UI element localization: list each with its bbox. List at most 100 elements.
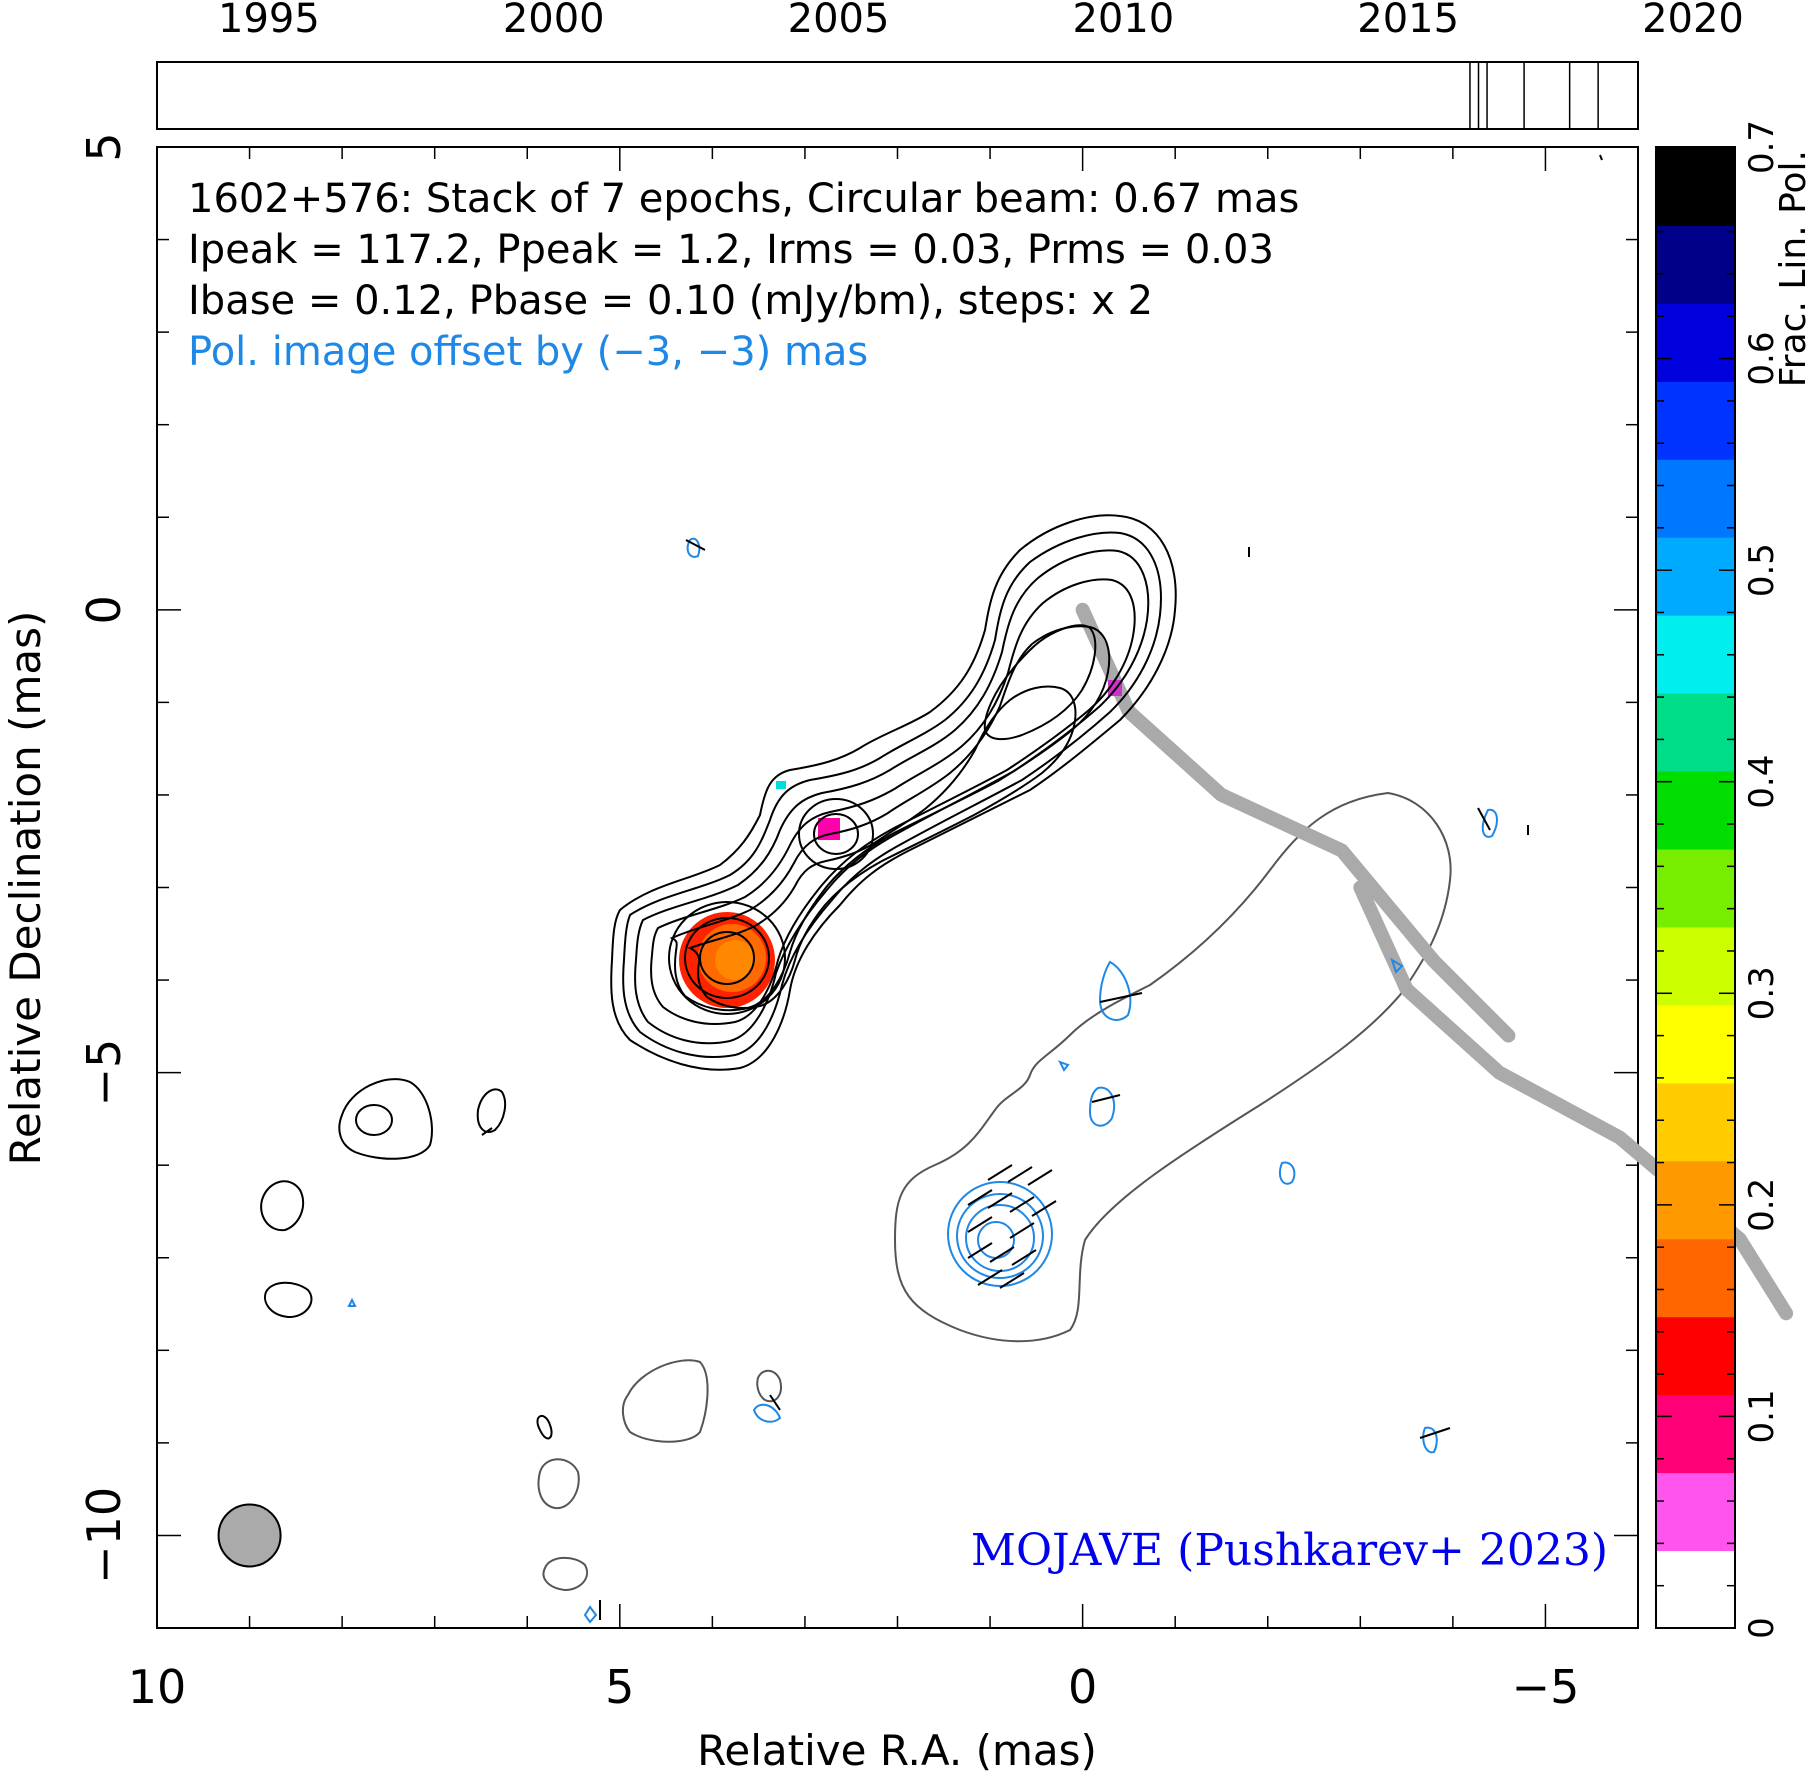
evpa-9 — [1009, 1222, 1035, 1239]
plot-content — [217, 154, 1794, 1624]
credit-label: MOJAVE (Pushkarev+ 2023) — [971, 1525, 1608, 1576]
colorbar-segment — [1656, 1160, 1735, 1240]
evpa-18 — [1419, 1427, 1451, 1439]
evpa-13 — [977, 1269, 1003, 1286]
i-contour-knot-2 — [813, 813, 859, 855]
colorbar-segment — [1656, 536, 1735, 616]
colorbar-segment — [1656, 458, 1735, 538]
evpa-4 — [967, 1189, 993, 1206]
evpa-2 — [1007, 1166, 1033, 1183]
colorbar-frame — [1655, 146, 1736, 1629]
fracpol-cyan — [776, 781, 786, 789]
evpa-1 — [987, 1164, 1013, 1181]
colorbar: 0 0.1 0.2 0.3 0.4 0.5 0.6 0.7 Frac. Lin. Pol. — [1655, 120, 1814, 1639]
p-contour-1 — [947, 1181, 1053, 1287]
p-island-1 — [622, 1359, 709, 1443]
i-contour-core-3 — [699, 931, 755, 985]
i-contour-island-3 — [260, 1180, 305, 1232]
colorbar-segment — [1656, 770, 1735, 850]
p-island-3 — [537, 1458, 580, 1510]
ridge-line-pol — [1353, 880, 1794, 1321]
timeline-tick-label: 2010 — [1072, 0, 1174, 42]
colorbar-segment — [1656, 692, 1735, 772]
colorbar-tick-label: 0 — [1742, 1617, 1782, 1639]
evpa-3 — [1027, 1169, 1053, 1186]
p-contour-6 — [1088, 1086, 1116, 1127]
colorbar-segment — [1656, 1316, 1735, 1396]
y-tick-label: 5 — [77, 132, 131, 161]
i-contour-island-1b — [355, 1104, 393, 1136]
colorbar-segment — [1656, 224, 1735, 304]
p-contour-13 — [752, 1403, 782, 1423]
timeline-tick-label: 1995 — [218, 0, 320, 42]
evpa-6 — [1009, 1196, 1035, 1213]
i-contour-knot-1 — [798, 798, 874, 870]
annotation-line-1: 1602+576: Stack of 7 epochs, Circular be… — [188, 176, 1299, 222]
p-contour-11 — [1422, 1426, 1438, 1454]
colorbar-tick-label: 0.4 — [1742, 755, 1782, 809]
x-axis-label: Relative R.A. (mas) — [697, 1726, 1097, 1775]
timeline-tick-label: 2000 — [503, 0, 605, 42]
evpa-14 — [999, 1272, 1025, 1289]
colorbar-segment — [1656, 1238, 1735, 1318]
evpa-19 — [685, 539, 706, 551]
colorbar-segment — [1656, 1394, 1735, 1474]
y-tick-label: −10 — [77, 1487, 131, 1584]
ridge-line-total — [1075, 602, 1516, 1043]
x-tick-label: −5 — [1512, 1660, 1580, 1714]
beam-ellipse — [217, 1503, 282, 1568]
evpa-5 — [987, 1192, 1013, 1209]
p-island-4 — [542, 1556, 588, 1592]
evpa-10 — [967, 1242, 993, 1259]
i-contour-7 — [983, 624, 1097, 741]
i-contour-5 — [669, 625, 1111, 1012]
i-contour-6 — [687, 685, 1077, 1009]
colorbar-tick-label: 0.7 — [1742, 120, 1782, 174]
fracpol-core-center — [715, 940, 755, 980]
colorbar-segment — [1656, 1082, 1735, 1162]
colorbar-tick-label: 0.5 — [1742, 543, 1782, 597]
fractional-pol-pixels — [679, 680, 1122, 1008]
p-contour-7 — [1057, 1060, 1070, 1072]
p-contour-8 — [1278, 1161, 1296, 1185]
x-tick-label: 10 — [128, 1660, 187, 1714]
colorbar-label: Frac. Lin. Pol. — [1773, 150, 1814, 387]
pol-offset-islands — [537, 1359, 782, 1592]
colorbar-segment — [1656, 614, 1735, 694]
pol-total-contour — [893, 791, 1452, 1343]
timeline-frame — [156, 61, 1639, 130]
evpa-12 — [1011, 1249, 1037, 1266]
p-island-2 — [756, 1369, 782, 1403]
i-contour-island-1 — [338, 1078, 433, 1160]
colorbar-tick-label: 0.3 — [1742, 966, 1782, 1020]
i-contour-core-1 — [668, 901, 786, 1015]
colorbar-tick-label: 0.1 — [1742, 1389, 1782, 1443]
evpa-8 — [967, 1216, 993, 1233]
timeline-tick-label: 2005 — [788, 0, 890, 42]
evpa-16 — [1091, 1094, 1121, 1103]
annotation-line-3: Ibase = 0.12, Pbase = 0.10 (mJy/bm), ste… — [188, 278, 1153, 324]
p-contour-14 — [347, 1297, 357, 1307]
colorbar-segment — [1656, 302, 1735, 382]
evpa-22 — [481, 1127, 493, 1136]
p-contour-5 — [1098, 960, 1132, 1021]
colorbar-segment — [1656, 1550, 1735, 1629]
evpa-15 — [1099, 992, 1143, 1003]
y-tick-label: −5 — [77, 1039, 131, 1107]
i-contour-island-5 — [536, 1415, 553, 1440]
i-contour-core-2 — [684, 917, 770, 999]
p-contour-10 — [1481, 808, 1498, 838]
timeline-tick-label: 2020 — [1642, 0, 1744, 42]
p-contour-9 — [1390, 957, 1404, 974]
p-contour-15 — [583, 1605, 598, 1624]
evpa-11 — [989, 1246, 1015, 1263]
i-contour-3 — [634, 549, 1150, 1045]
stokes-i-contours — [260, 514, 1177, 1440]
annotation-line-2: Ipeak = 117.2, Ppeak = 1.2, Irms = 0.03,… — [188, 227, 1274, 273]
colorbar-tick-label: 0.2 — [1742, 1178, 1782, 1232]
p-contour-2 — [956, 1193, 1044, 1279]
annotation-block: 1602+576: Stack of 7 epochs, Circular be… — [188, 176, 1299, 375]
i-contour-4 — [650, 578, 1136, 1026]
evpa-17 — [1477, 807, 1491, 831]
x-tick-label: 0 — [1068, 1660, 1097, 1714]
